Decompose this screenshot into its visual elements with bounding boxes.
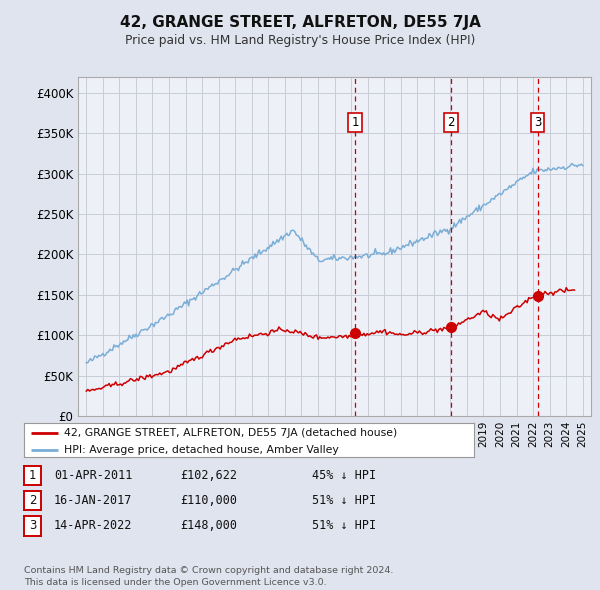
Text: HPI: Average price, detached house, Amber Valley: HPI: Average price, detached house, Ambe…: [65, 445, 339, 455]
Text: 2: 2: [447, 116, 455, 129]
Text: 42, GRANGE STREET, ALFRETON, DE55 7JA (detached house): 42, GRANGE STREET, ALFRETON, DE55 7JA (d…: [65, 428, 398, 438]
Text: Contains HM Land Registry data © Crown copyright and database right 2024.
This d: Contains HM Land Registry data © Crown c…: [24, 566, 394, 587]
Text: £102,622: £102,622: [180, 468, 237, 482]
Text: 16-JAN-2017: 16-JAN-2017: [54, 494, 133, 507]
Text: 2: 2: [29, 494, 36, 507]
Text: 42, GRANGE STREET, ALFRETON, DE55 7JA: 42, GRANGE STREET, ALFRETON, DE55 7JA: [119, 15, 481, 30]
Text: 51% ↓ HPI: 51% ↓ HPI: [312, 494, 376, 507]
Text: Price paid vs. HM Land Registry's House Price Index (HPI): Price paid vs. HM Land Registry's House …: [125, 34, 475, 47]
Text: 1: 1: [29, 468, 36, 482]
Text: 45% ↓ HPI: 45% ↓ HPI: [312, 468, 376, 482]
Text: 3: 3: [534, 116, 541, 129]
Text: 51% ↓ HPI: 51% ↓ HPI: [312, 519, 376, 533]
Text: 1: 1: [352, 116, 359, 129]
Text: £110,000: £110,000: [180, 494, 237, 507]
Text: £148,000: £148,000: [180, 519, 237, 533]
Text: 01-APR-2011: 01-APR-2011: [54, 468, 133, 482]
Text: 14-APR-2022: 14-APR-2022: [54, 519, 133, 533]
Text: 3: 3: [29, 519, 36, 533]
